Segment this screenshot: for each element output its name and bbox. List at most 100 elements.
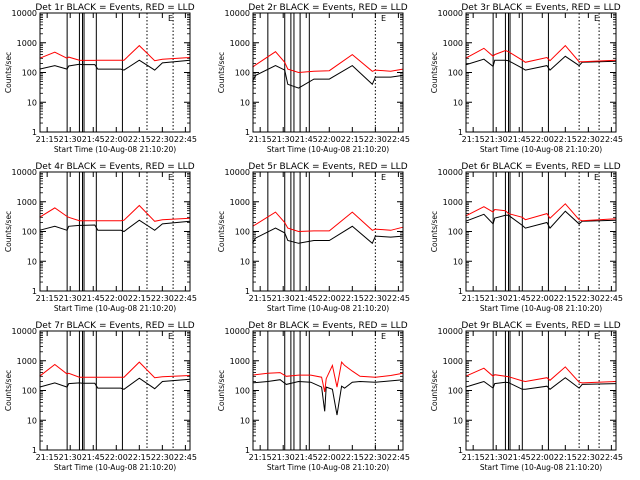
x-axis-label: Start Time (10-Aug-08 21:10:20) [480, 304, 602, 313]
x-tick-label: 22:15 [128, 453, 151, 462]
x-tick-label: 22:15 [341, 135, 364, 144]
corner-label: E [168, 14, 173, 23]
series-line-events [465, 55, 617, 71]
plot-frame [252, 12, 404, 133]
x-tick-label: 22:30 [577, 135, 600, 144]
series-line-lld [252, 211, 404, 233]
x-tick-label: 22:15 [128, 294, 151, 303]
y-tick-label: 1 [458, 128, 463, 137]
x-tick-label: 22:30 [577, 453, 600, 462]
y-tick-label: 10 [453, 416, 463, 425]
corner-label: E [381, 173, 386, 182]
y-tick-label: 1 [245, 287, 250, 296]
x-tick-label: 21:30 [272, 294, 295, 303]
x-tick-label: 21:30 [59, 453, 82, 462]
plot-frame [252, 171, 404, 292]
corner-label: E [594, 173, 599, 182]
x-tick-label: 21:15 [36, 294, 59, 303]
series-line-lld [39, 361, 191, 379]
y-tick-label: 100 [235, 228, 250, 237]
y-axis-label: Counts/sec [430, 370, 439, 411]
x-tick-label: 22:15 [554, 453, 577, 462]
y-tick-label: 100 [22, 387, 37, 396]
y-axis-label: Counts/sec [217, 211, 226, 252]
y-axis-label: Counts/sec [217, 52, 226, 93]
y-axis-label: Counts/sec [430, 211, 439, 252]
corner-label: E [168, 332, 173, 341]
y-tick-label: 1 [458, 287, 463, 296]
x-tick-label: 22:45 [387, 453, 410, 462]
y-tick-label: 100 [448, 69, 463, 78]
y-tick-label: 10000 [225, 9, 250, 18]
x-tick-label: 21:30 [485, 135, 508, 144]
corner-label: E [381, 14, 386, 23]
y-tick-label: 100 [235, 69, 250, 78]
y-tick-label: 1000 [443, 357, 463, 366]
panel-title: Det 5r BLACK = Events, RED = LLD [248, 162, 407, 172]
x-tick-label: 22:15 [554, 294, 577, 303]
panel-title: Det 8r BLACK = Events, RED = LLD [248, 321, 407, 331]
x-tick-label: 21:30 [272, 453, 295, 462]
series-line-events [252, 225, 404, 245]
y-tick-label: 1 [458, 446, 463, 455]
panel-title: Det 6r BLACK = Events, RED = LLD [461, 162, 620, 172]
x-axis-label: Start Time (10-Aug-08 21:10:20) [267, 145, 389, 154]
plot-frame [39, 12, 191, 133]
y-tick-label: 10000 [438, 9, 463, 18]
y-axis-label: Counts/sec [4, 211, 13, 252]
x-axis-label: Start Time (10-Aug-08 21:10:20) [54, 145, 176, 154]
series-line-events [252, 64, 404, 89]
y-tick-label: 10000 [438, 168, 463, 177]
y-tick-label: 10 [27, 257, 37, 266]
x-tick-label: 22:45 [600, 453, 623, 462]
plot-frame [252, 330, 404, 451]
y-tick-label: 10000 [438, 327, 463, 336]
y-tick-label: 10 [240, 98, 250, 107]
y-axis-label: Counts/sec [217, 370, 226, 411]
x-tick-label: 21:45 [508, 294, 531, 303]
x-tick-label: 21:30 [59, 294, 82, 303]
y-tick-label: 10000 [12, 9, 37, 18]
series-line-lld [39, 204, 191, 222]
series-line-lld [465, 44, 617, 63]
x-tick-label: 21:15 [462, 135, 485, 144]
x-tick-label: 21:15 [36, 135, 59, 144]
x-tick-label: 22:45 [387, 294, 410, 303]
y-tick-label: 10 [453, 257, 463, 266]
x-tick-label: 21:45 [508, 135, 531, 144]
x-tick-label: 21:15 [462, 453, 485, 462]
panel-title: Det 7r BLACK = Events, RED = LLD [35, 321, 194, 331]
x-tick-label: 22:15 [341, 294, 364, 303]
x-tick-label: 21:45 [295, 453, 318, 462]
x-tick-label: 22:00 [318, 135, 341, 144]
x-tick-label: 22:00 [105, 135, 128, 144]
x-tick-label: 22:15 [554, 135, 577, 144]
y-tick-label: 1000 [230, 39, 250, 48]
x-tick-label: 21:45 [82, 453, 105, 462]
corner-label: E [381, 332, 386, 341]
x-tick-label: 21:15 [249, 294, 272, 303]
y-tick-label: 10 [27, 416, 37, 425]
series-line-events [39, 377, 191, 390]
x-tick-label: 21:15 [462, 294, 485, 303]
x-tick-label: 21:30 [272, 135, 295, 144]
y-axis-label: Counts/sec [430, 52, 439, 93]
plot-frame [465, 171, 617, 292]
y-tick-label: 10000 [225, 168, 250, 177]
y-tick-label: 1 [32, 128, 37, 137]
x-tick-label: 21:45 [82, 294, 105, 303]
y-tick-label: 1000 [230, 357, 250, 366]
corner-label: E [168, 173, 173, 182]
x-tick-label: 22:45 [387, 135, 410, 144]
y-tick-label: 1000 [17, 357, 37, 366]
y-tick-label: 10 [27, 98, 37, 107]
y-tick-label: 100 [22, 228, 37, 237]
y-tick-label: 1000 [230, 198, 250, 207]
